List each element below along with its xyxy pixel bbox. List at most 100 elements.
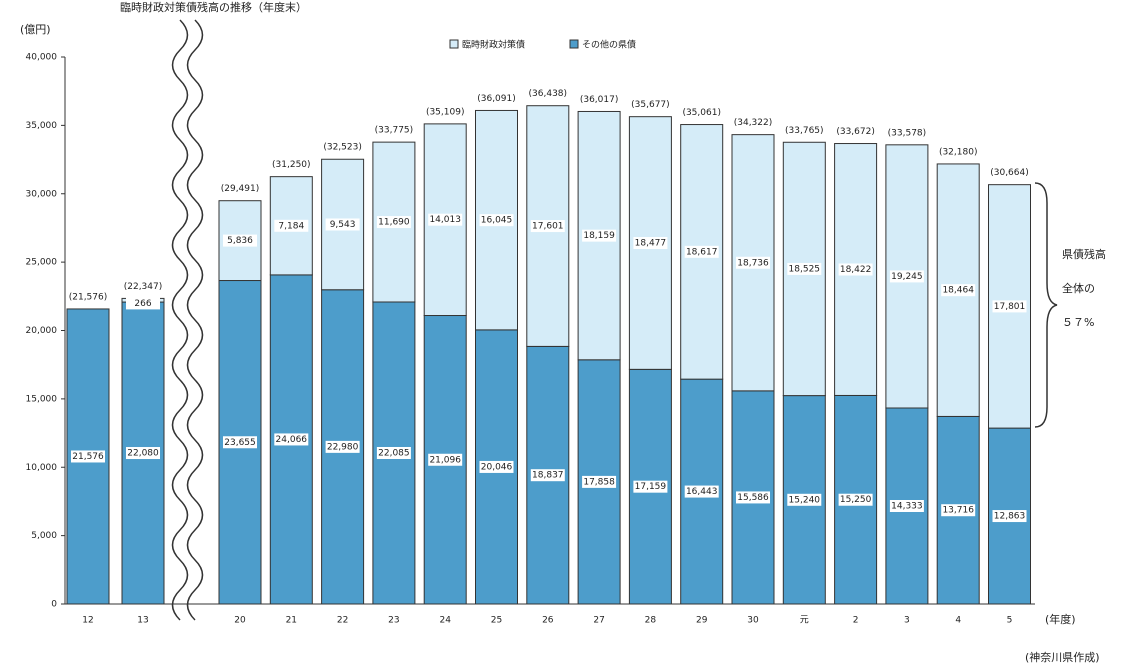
value-label: 11,690: [378, 218, 410, 228]
label-bg: [736, 491, 770, 504]
value-label: 22,980: [327, 442, 359, 452]
label-bg: [325, 218, 360, 231]
label-bg: [223, 436, 257, 449]
label-bg: [838, 493, 873, 506]
value-label: 18,525: [789, 264, 821, 274]
x-tick-label: 26: [542, 616, 554, 626]
y-tick-label: 30,000: [26, 189, 58, 199]
x-tick-label: 28: [645, 616, 657, 626]
label-bg: [530, 220, 565, 233]
label-bg: [582, 229, 617, 242]
value-label: 9,543: [330, 220, 356, 230]
label-bg: [126, 447, 160, 460]
value-label: 24,066: [276, 435, 308, 445]
value-label: 23,655: [224, 438, 256, 448]
value-label: 18,159: [583, 231, 615, 241]
value-label: 22,085: [378, 448, 410, 458]
x-tick-label: 25: [491, 616, 502, 626]
value-label: 18,617: [686, 247, 718, 257]
y-tick-label: 35,000: [26, 121, 58, 131]
value-label: 7,184: [278, 221, 304, 231]
value-label: 18,837: [532, 471, 564, 481]
value-label: 14,333: [891, 501, 923, 511]
label-bg: [274, 433, 309, 446]
label-bg: [633, 480, 668, 493]
y-tick-label: 5,000: [31, 531, 57, 541]
label-bg: [684, 245, 719, 258]
total-label: (34,322): [734, 118, 773, 128]
axis-break: [171, 19, 189, 621]
total-label: (36,438): [529, 89, 568, 99]
value-label: 22,080: [127, 449, 159, 459]
label-bg: [992, 300, 1027, 313]
label-bg: [376, 216, 411, 229]
label-bg: [126, 297, 160, 310]
label-bg: [684, 485, 719, 498]
total-label: (21,576): [69, 292, 108, 302]
axis-break: [186, 19, 204, 621]
x-tick-label: 4: [955, 616, 961, 626]
x-tick-label: 13: [137, 616, 148, 626]
label-bg: [941, 284, 976, 297]
value-label: 15,240: [789, 495, 821, 505]
label-bg: [376, 446, 411, 459]
total-label: (29,491): [221, 184, 260, 194]
label-bg: [223, 234, 257, 247]
x-tick-label: 20: [234, 616, 246, 626]
value-label: 16,443: [686, 487, 718, 497]
y-tick-label: 25,000: [26, 258, 58, 268]
total-label: (36,017): [580, 95, 619, 105]
value-label: 17,801: [994, 302, 1026, 312]
x-tick-label: 30: [747, 616, 759, 626]
value-label: 17,601: [532, 222, 564, 232]
value-label: 21,576: [72, 452, 104, 462]
annotation: 全体の: [1062, 281, 1095, 295]
label-bg: [274, 219, 309, 232]
total-label: (31,250): [272, 160, 311, 170]
value-label: 20,046: [481, 462, 513, 472]
value-label: 12,863: [994, 512, 1026, 522]
y-tick-label: 0: [51, 600, 57, 610]
value-label: 21,096: [429, 455, 461, 465]
value-label: 16,045: [481, 216, 513, 226]
label-bg: [530, 469, 565, 482]
x-tick-label: 29: [696, 616, 708, 626]
total-label: (33,775): [375, 126, 414, 136]
x-axis-label: (年度): [1045, 612, 1076, 626]
label-bg: [479, 460, 514, 473]
total-label: (33,765): [785, 126, 824, 136]
label-bg: [941, 504, 976, 517]
value-label: 18,477: [635, 239, 667, 249]
value-label: 18,464: [942, 286, 974, 296]
value-label: 15,586: [737, 493, 769, 503]
x-tick-label: 22: [337, 616, 348, 626]
chart-title: 臨時財政対策債残高の推移（年度末）: [120, 0, 307, 14]
total-label: (36,091): [477, 94, 516, 104]
x-tick-label: 5: [1007, 616, 1013, 626]
total-label: (35,109): [426, 107, 465, 117]
label-bg: [889, 270, 924, 283]
value-label: 266: [134, 299, 151, 309]
legend-label: 臨時財政対策債: [462, 39, 525, 51]
x-tick-label: 3: [904, 616, 910, 626]
label-bg: [582, 475, 617, 488]
brace: [1034, 182, 1058, 428]
total-label: (33,672): [836, 127, 875, 137]
source: (神奈川県作成): [1025, 650, 1100, 664]
value-label: 17,858: [583, 477, 615, 487]
y-tick-label: 15,000: [26, 394, 58, 404]
label-bg: [71, 450, 105, 463]
label-bg: [787, 493, 822, 506]
total-label: (32,180): [939, 147, 978, 157]
value-label: 18,422: [840, 265, 872, 275]
label-bg: [736, 256, 770, 269]
value-label: 17,159: [635, 482, 667, 492]
legend-label: その他の県債: [582, 39, 636, 51]
y-tick-label: 40,000: [26, 53, 58, 63]
total-label: (35,677): [631, 100, 670, 110]
x-tick-label: 2: [853, 616, 859, 626]
value-label: 15,250: [840, 495, 872, 505]
total-label: (33,578): [888, 128, 927, 138]
total-label: (30,664): [990, 168, 1029, 178]
